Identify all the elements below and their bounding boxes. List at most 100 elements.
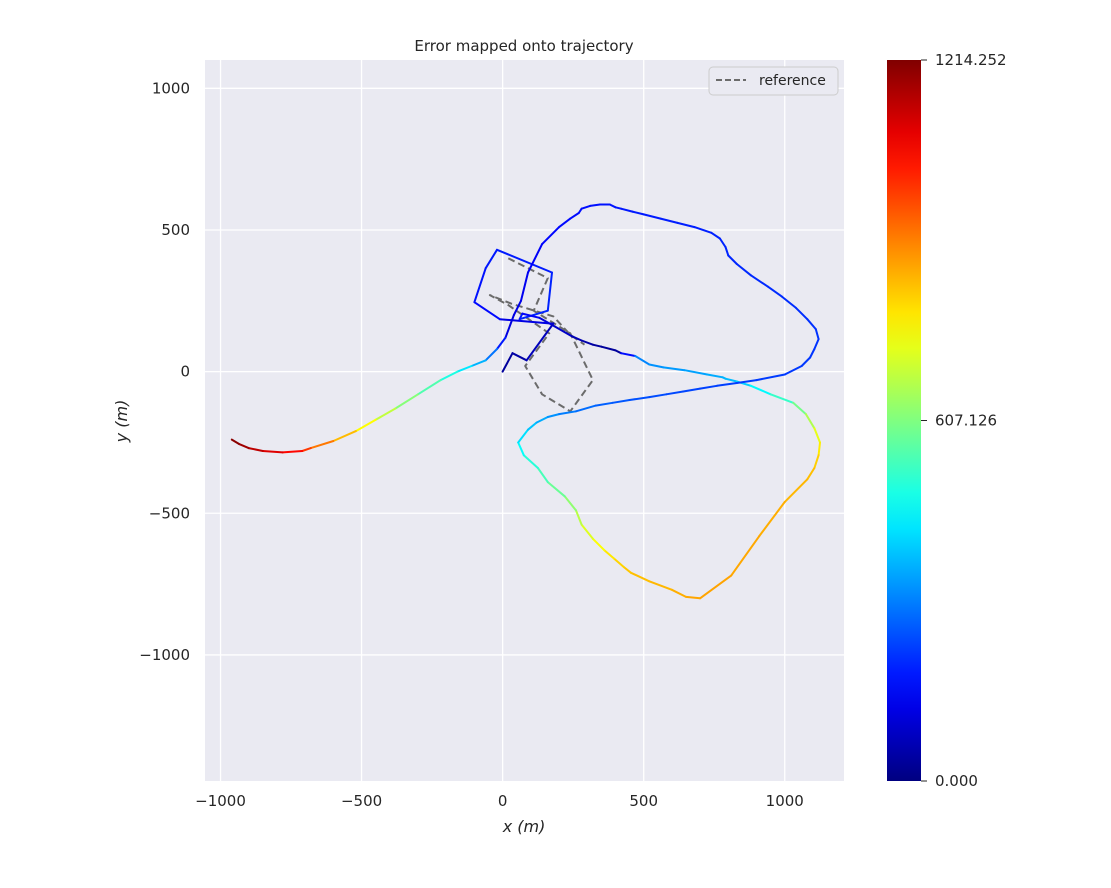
trajectory-segment <box>522 454 539 469</box>
y-tick-label: −1000 <box>139 646 190 664</box>
trajectory-segment <box>354 418 377 433</box>
legend: reference <box>708 66 839 96</box>
x-tick-labels: −1000 −500 0 500 1000 <box>195 792 804 810</box>
trajectory-segment <box>569 212 580 220</box>
trajectory-segment <box>699 384 718 390</box>
trajectory-segment <box>484 348 498 362</box>
trajectory-segment <box>749 384 772 396</box>
trajectory-segment <box>230 438 240 445</box>
trajectory-segment <box>591 537 606 552</box>
y-tick-label: 1000 <box>152 79 190 97</box>
trajectory-segment <box>683 369 709 376</box>
trajectory-segment <box>800 356 812 367</box>
trajectory-series <box>230 203 821 600</box>
trajectory-segment <box>439 370 459 382</box>
trajectory-segment <box>600 345 617 352</box>
trajectory-segment <box>301 447 312 452</box>
y-tick-labels: 1000 500 0 −500 −1000 <box>139 79 190 664</box>
trajectory-segment <box>521 312 541 319</box>
trajectory-segment <box>813 427 821 444</box>
trajectory-segment <box>665 390 685 396</box>
trajectory-segment <box>718 237 727 248</box>
trajectory-segment <box>622 566 632 574</box>
trajectory-segment <box>758 500 786 537</box>
trajectory-segment <box>518 309 549 321</box>
trajectory-segment <box>527 243 544 274</box>
trajectory-segment <box>682 387 702 393</box>
trajectory-segment <box>374 407 397 421</box>
trajectory-segment <box>806 318 817 331</box>
trajectory-segment <box>614 349 623 355</box>
plot-area <box>205 60 844 781</box>
trajectory-segment <box>648 580 673 591</box>
colorbar-tick-label: 0.000 <box>935 772 978 790</box>
trajectory-segment <box>473 267 487 304</box>
trajectory-segment <box>527 421 538 431</box>
trajectory-segment <box>792 401 807 416</box>
trajectory-segment <box>575 404 597 413</box>
trajectory-segment <box>676 221 696 229</box>
x-tick-label: −1000 <box>195 792 246 810</box>
trajectory-segment <box>608 203 617 209</box>
trajectory-segment <box>525 322 555 362</box>
y-axis-label: y (m) <box>112 400 131 444</box>
y-tick-label: 0 <box>180 363 190 381</box>
trajectory-segment <box>332 430 357 442</box>
trajectory-segment <box>512 299 522 316</box>
trajectory-segment <box>735 379 758 384</box>
trajectory-segment <box>735 263 752 277</box>
trajectory-segment <box>813 454 820 469</box>
trajectory-segment <box>716 382 738 387</box>
trajectory-segment <box>594 401 614 407</box>
trajectory-segment <box>685 595 702 600</box>
trajectory-segment <box>730 534 761 577</box>
trajectory-segment <box>546 271 553 312</box>
colorbar-gradient <box>887 60 921 781</box>
trajectory-segment <box>699 574 733 600</box>
trajectory-segment <box>670 588 687 598</box>
x-axis-label: x (m) <box>502 817 546 836</box>
trajectory-segment <box>575 509 583 526</box>
colorbar-tick-label: 607.126 <box>935 412 997 430</box>
trajectory-segment <box>237 442 250 450</box>
trajectory-segment <box>551 323 573 338</box>
trajectory-segment <box>780 295 797 309</box>
trajectory-segment <box>570 335 583 342</box>
reference-series <box>488 257 594 413</box>
trajectory-segment <box>281 450 304 454</box>
trajectory-segment <box>814 328 820 341</box>
trajectory-segment <box>631 210 645 216</box>
trajectory-segment <box>546 481 566 498</box>
trajectory-segment <box>809 348 816 359</box>
trajectory-segment <box>613 557 625 569</box>
trajectory-segment <box>536 467 549 484</box>
trajectory-segment <box>648 363 665 369</box>
trajectory-segment <box>806 467 816 481</box>
trajectory-segment <box>769 393 795 404</box>
trajectory-segment <box>496 336 507 350</box>
trajectory-segment <box>580 204 592 210</box>
trajectory-segment <box>518 312 524 321</box>
x-tick-label: 0 <box>498 792 508 810</box>
trajectory-segment <box>417 379 442 396</box>
trajectory-segment <box>580 339 594 346</box>
trajectory-segment <box>517 441 525 457</box>
trajectory-segment <box>642 213 662 220</box>
trajectory-segment <box>247 447 264 452</box>
trajectory-segment <box>628 396 651 401</box>
y-tick-label: 500 <box>161 221 190 239</box>
trajectory-segment <box>309 440 335 450</box>
legend-reference-label: reference <box>759 73 826 89</box>
y-tick-label: −500 <box>149 504 190 522</box>
trajectory-segment <box>710 231 721 240</box>
trajectory-segment <box>517 428 529 444</box>
trajectory-segment <box>706 373 724 379</box>
colorbar: 1214.252 607.126 0.000 <box>887 51 1007 790</box>
trajectory-segment <box>620 352 637 357</box>
reference-line <box>488 257 594 413</box>
trajectory-segment <box>456 365 473 373</box>
trajectory-segment <box>795 306 809 321</box>
trajectory-segment <box>693 226 713 234</box>
trajectory-segment <box>630 571 651 583</box>
